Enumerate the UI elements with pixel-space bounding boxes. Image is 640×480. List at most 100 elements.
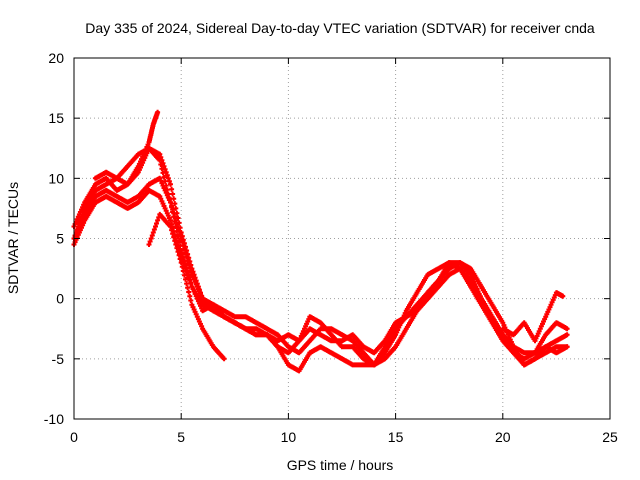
data-point bbox=[361, 363, 366, 367]
marker-path bbox=[146, 211, 227, 362]
data-point bbox=[554, 351, 559, 355]
data-point bbox=[104, 194, 108, 198]
y-tick-label: 5 bbox=[56, 231, 64, 247]
data-point bbox=[286, 333, 290, 337]
series-trace-4 bbox=[71, 187, 570, 374]
marker-path bbox=[500, 290, 566, 344]
data-point bbox=[340, 357, 344, 361]
data-point bbox=[394, 345, 398, 349]
data-point bbox=[190, 303, 194, 307]
data-point bbox=[158, 152, 162, 156]
data-point bbox=[136, 194, 140, 198]
data-point bbox=[126, 206, 130, 211]
x-tick-label: 10 bbox=[281, 429, 297, 445]
data-point bbox=[286, 363, 290, 367]
data-point bbox=[501, 327, 505, 331]
data-point bbox=[436, 285, 441, 289]
data-point bbox=[158, 194, 162, 198]
data-point bbox=[115, 188, 119, 192]
data-point bbox=[426, 273, 430, 277]
data-point bbox=[211, 309, 215, 313]
data-point bbox=[201, 303, 205, 307]
data-point bbox=[340, 339, 344, 343]
data-point bbox=[222, 315, 226, 319]
data-point bbox=[156, 110, 160, 114]
data-point bbox=[479, 297, 483, 301]
data-point bbox=[565, 345, 569, 349]
data-point bbox=[115, 176, 119, 180]
y-axis-label: SDTVAR / TECUs bbox=[5, 182, 21, 294]
data-point bbox=[115, 200, 119, 204]
data-point bbox=[511, 333, 516, 337]
x-tick-label: 20 bbox=[495, 429, 511, 445]
data-point bbox=[383, 345, 387, 349]
data-point bbox=[104, 170, 108, 174]
data-point bbox=[179, 260, 183, 265]
data-point bbox=[544, 351, 548, 355]
data-point bbox=[93, 182, 98, 186]
data-point bbox=[469, 266, 473, 271]
data-point bbox=[544, 345, 548, 349]
data-point bbox=[533, 351, 537, 355]
data-point bbox=[501, 333, 505, 337]
data-point bbox=[318, 345, 323, 349]
data-point bbox=[136, 164, 140, 168]
data-point bbox=[436, 279, 441, 283]
data-point bbox=[351, 363, 355, 367]
data-point bbox=[201, 327, 205, 331]
data-point bbox=[211, 303, 215, 307]
data-point bbox=[222, 357, 226, 361]
data-point bbox=[308, 351, 312, 355]
data-point bbox=[136, 200, 140, 204]
data-point bbox=[147, 188, 151, 192]
data-point bbox=[93, 176, 98, 180]
series-trace-3 bbox=[71, 175, 570, 368]
data-point bbox=[404, 315, 408, 319]
data-point bbox=[533, 357, 537, 361]
data-point bbox=[286, 351, 290, 355]
data-point bbox=[522, 321, 526, 325]
data-point bbox=[168, 218, 173, 223]
axis-ticks: 0 5 10 15 20 25 -10 -5 0 5 10 15 20 bbox=[44, 50, 618, 445]
data-point bbox=[308, 339, 312, 343]
data-point bbox=[297, 351, 301, 355]
series-trace-5 bbox=[146, 211, 227, 362]
data-point bbox=[93, 188, 98, 192]
data-point bbox=[329, 327, 333, 331]
data-point bbox=[276, 333, 280, 337]
data-point bbox=[340, 345, 344, 349]
data-point bbox=[351, 333, 355, 337]
data-point bbox=[554, 321, 559, 325]
data-point bbox=[297, 339, 301, 343]
data-point bbox=[168, 182, 173, 186]
data-point bbox=[126, 200, 130, 204]
data-point bbox=[469, 273, 473, 277]
data-point bbox=[522, 363, 526, 367]
chart-title: Day 335 of 2024, Sidereal Day-to-day VTE… bbox=[85, 20, 595, 36]
data-point bbox=[93, 194, 98, 198]
data-point bbox=[211, 345, 215, 349]
data-point bbox=[436, 266, 441, 271]
data-point bbox=[115, 194, 119, 198]
series-trace-7 bbox=[500, 290, 566, 344]
x-tick-label: 15 bbox=[388, 429, 404, 445]
data-point bbox=[222, 309, 226, 313]
data-point bbox=[415, 309, 419, 313]
data-point bbox=[469, 285, 473, 289]
data-point bbox=[201, 309, 205, 313]
data-point bbox=[361, 351, 366, 355]
plot-area bbox=[71, 109, 570, 374]
data-point bbox=[265, 327, 269, 331]
data-point bbox=[276, 339, 280, 343]
y-tick-label: 0 bbox=[56, 291, 64, 307]
data-point bbox=[383, 357, 387, 361]
data-point bbox=[447, 260, 451, 265]
data-point bbox=[168, 200, 173, 204]
data-point bbox=[318, 321, 323, 325]
data-point bbox=[372, 363, 376, 367]
data-point bbox=[147, 140, 151, 144]
grid-lines bbox=[74, 58, 610, 419]
x-tick-label: 5 bbox=[177, 429, 185, 445]
data-point bbox=[126, 164, 130, 168]
data-point bbox=[168, 224, 173, 229]
